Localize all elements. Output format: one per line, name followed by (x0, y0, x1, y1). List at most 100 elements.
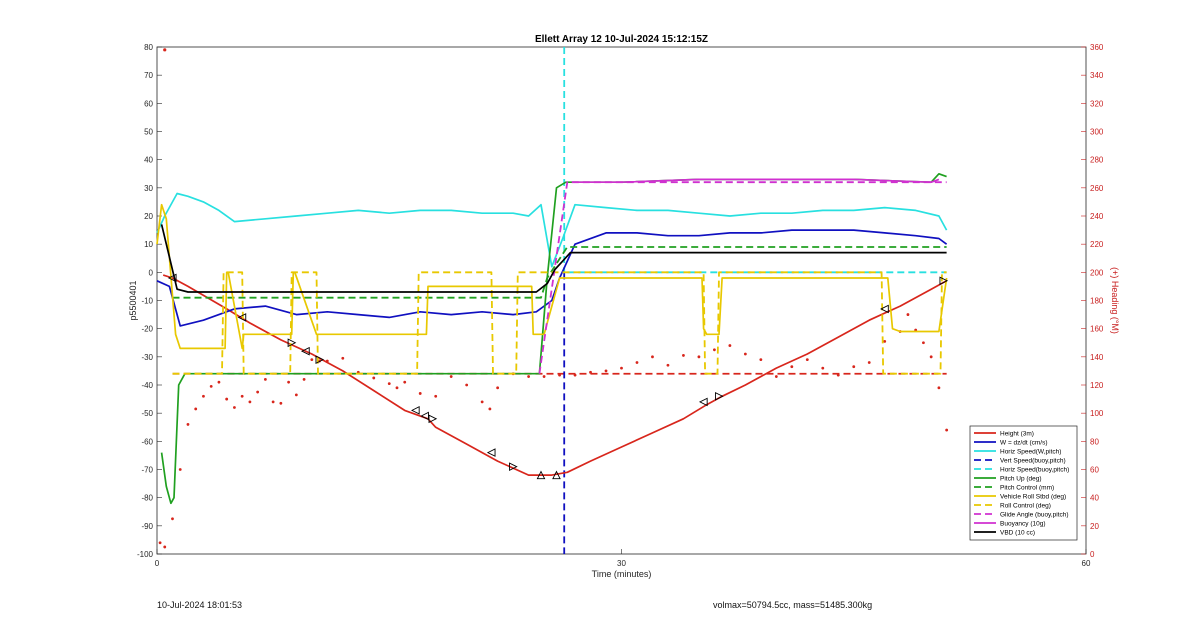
heading-point (225, 397, 229, 401)
direction-marker (410, 406, 420, 415)
y-tick-label: -80 (141, 494, 153, 503)
y2-axis-label: (+) Heading (°M) (1110, 267, 1120, 334)
direction-marker (315, 355, 325, 364)
legend-label: Horiz Speed(buoy,pitch) (1000, 467, 1069, 474)
heading-point (240, 394, 244, 398)
heading-point (158, 541, 162, 545)
legend (969, 425, 1078, 541)
heading-point (248, 400, 252, 404)
direction-marker (509, 462, 518, 472)
direction-marker (301, 346, 310, 356)
heading-point (202, 394, 205, 398)
y2-tick-label: 120 (1090, 381, 1104, 390)
heading-point (558, 373, 561, 377)
heading-point (620, 366, 623, 370)
direction-marker (420, 411, 429, 421)
legend-label: Pitch Control (mm) (1000, 485, 1054, 492)
footer-volmax-mass: volmax=50794.5cc, mass=51485.300kg (713, 600, 873, 610)
y-tick-label: -20 (141, 325, 153, 334)
direction-marker (167, 273, 177, 283)
legend-label: Vehicle Roll Stbd (deg) (1000, 494, 1066, 501)
y-tick-label: -50 (141, 409, 153, 418)
legend-label: Height (3m) (1000, 431, 1034, 438)
y2-tick-label: 240 (1090, 212, 1104, 221)
heading-point (256, 390, 260, 394)
heading-point (945, 428, 949, 432)
y2-tick-label: 60 (1090, 466, 1099, 475)
series-line-vbd-10-cc (160, 224, 947, 293)
legend-label: VBD (10 cc) (1000, 530, 1035, 537)
y2-tick-label: 220 (1090, 240, 1104, 249)
heading-point (713, 348, 716, 352)
heading-point (883, 339, 887, 343)
legend-label: Glide Angle (buoy,pitch) (1000, 512, 1069, 519)
heading-point (163, 545, 167, 549)
y2-tick-label: 20 (1090, 522, 1099, 531)
heading-point (821, 366, 825, 370)
heading-point (682, 354, 685, 357)
y-tick-label: 40 (144, 156, 153, 165)
heading-point (449, 375, 453, 378)
heading-point (163, 48, 167, 52)
heading-point (697, 355, 701, 359)
y2-tick-label: 360 (1090, 43, 1104, 52)
y2-tick-label: 0 (1090, 550, 1095, 559)
heading-point (233, 406, 236, 409)
y-axis-label: p5500401 (128, 280, 138, 320)
heading-point (728, 344, 732, 347)
chart-title: Ellett Array 12 10-Jul-2024 15:12:15Z (535, 34, 708, 45)
series-line-horiz-speed-w-pitch (156, 192, 948, 268)
heading-point (852, 365, 856, 369)
y2-tick-label: 100 (1090, 409, 1104, 418)
y2-tick-label: 320 (1090, 99, 1104, 108)
y-tick-label: 10 (144, 240, 153, 249)
y2-tick-label: 80 (1090, 437, 1099, 446)
series-line-vehicle-roll-stbd-deg (156, 203, 948, 350)
direction-marker (237, 313, 247, 322)
y-tick-label: 80 (144, 43, 153, 52)
direction-marker (698, 397, 708, 407)
legend-label: Horiz Speed(W,pitch) (1000, 449, 1061, 456)
legend-label: Roll Control (deg) (1000, 503, 1051, 510)
x-tick-label: 30 (617, 559, 626, 568)
legend-label: Pitch Up (deg) (1000, 476, 1042, 483)
heading-point (279, 401, 283, 405)
heading-point (395, 386, 399, 390)
direction-marker (714, 391, 724, 401)
plot-area (156, 46, 1087, 555)
heading-point (635, 361, 639, 364)
heading-point (341, 356, 345, 360)
heading-point (573, 373, 577, 377)
heading-point (287, 380, 291, 384)
heading-point (217, 380, 221, 384)
y-tick-label: 20 (144, 212, 153, 221)
heading-point (310, 358, 314, 362)
x-tick-label: 0 (155, 559, 160, 568)
heading-point (302, 377, 306, 381)
y-tick-label: -70 (141, 466, 153, 475)
series-line-roll-control-deg (172, 271, 947, 375)
heading-point (434, 394, 438, 398)
direction-marker (552, 470, 561, 480)
y2-tick-label: 40 (1090, 494, 1099, 503)
series-line-buoyancy-10g (572, 178, 940, 184)
heading-point (542, 375, 546, 378)
heading-point (418, 392, 422, 395)
y2-tick-label: 180 (1090, 297, 1104, 306)
direction-marker (486, 448, 496, 457)
y-tick-label: 70 (144, 71, 153, 80)
y-tick-label: 60 (144, 99, 153, 108)
heading-point (271, 400, 275, 404)
heading-point (759, 358, 763, 362)
heading-point (929, 355, 933, 359)
y-tick-label: -30 (141, 353, 153, 362)
heading-point (488, 407, 492, 411)
x-axis-label: Time (minutes) (592, 569, 652, 579)
direction-marker (536, 470, 546, 480)
heading-point (372, 376, 376, 380)
heading-point (480, 400, 484, 404)
y-tick-label: -10 (141, 297, 153, 306)
heading-point (186, 423, 190, 426)
heading-point (263, 377, 267, 381)
